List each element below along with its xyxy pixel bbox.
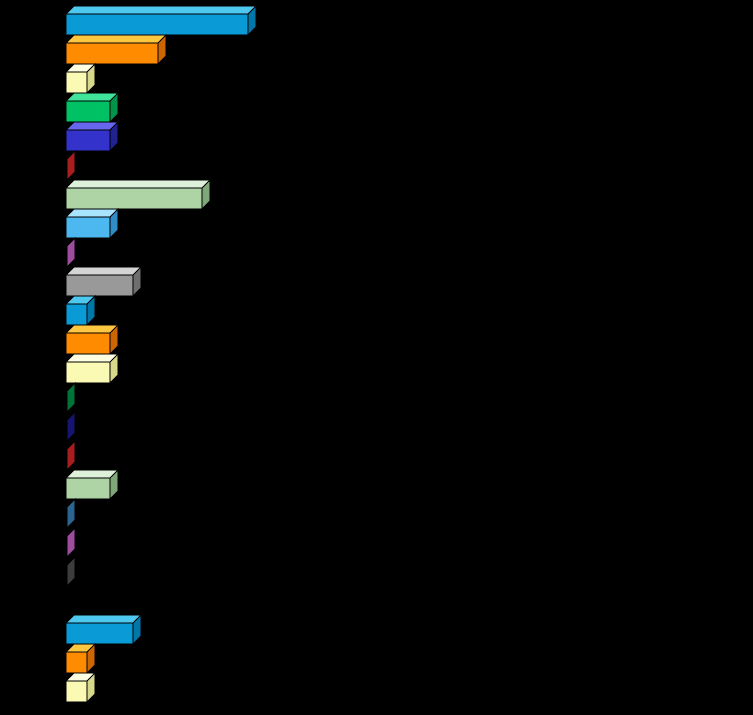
bar-top-face [65,5,257,15]
bar-3d[interactable] [65,92,119,123]
bar-row[interactable]: 141 [65,382,76,413]
bar-front-face [65,303,88,326]
bar-front-face [65,564,68,587]
bar-row[interactable]: 91 [65,237,76,268]
bar-front-face [65,129,111,152]
bar-front-face [65,332,111,355]
bar-front-face [65,651,88,674]
bar-row[interactable]: 444 [65,92,119,123]
bar-front-face [65,448,68,471]
bar-row[interactable]: 2321 [65,643,96,674]
bar-top-face [65,179,211,189]
bar-front-face [65,274,134,297]
bar-front-face [65,158,68,181]
bar-side-face [66,150,76,181]
bar-side-face [66,411,76,442]
bar-row[interactable]: 181 [65,498,76,529]
bar-top-face [65,92,119,102]
bar-row[interactable]: 292 [65,34,167,65]
bar-row[interactable]: 191 [65,527,76,558]
bar-top-face [65,353,119,363]
bar-3d[interactable] [65,411,76,442]
bar-front-face [65,361,111,384]
bar-3d[interactable] [65,295,96,326]
bar-top-face [65,208,119,218]
bar-row[interactable]: 544 [65,121,119,152]
bar-3d[interactable] [65,643,96,674]
bar-front-face [65,419,68,442]
bar-3d[interactable] [65,498,76,529]
bar-3d[interactable] [65,527,76,558]
bar-row[interactable]: 1121 [65,295,96,326]
bar-3d[interactable] [65,179,211,210]
bar-3d[interactable] [65,208,119,239]
bar-3d[interactable] [65,469,119,500]
bar-side-face [66,237,76,268]
bar-3d[interactable] [65,266,142,297]
bar-front-face [65,390,68,413]
bar-row[interactable]: 1744 [65,469,119,500]
bar-row[interactable]: 161 [65,440,76,471]
bar-side-face [66,527,76,558]
bar-row[interactable]: 1182 [65,5,257,36]
bar-row[interactable]: 321 [65,63,96,94]
bar-3d[interactable] [65,5,257,36]
bar-front-face [65,506,68,529]
bar-top-face [65,266,142,276]
bar-top-face [65,469,119,479]
bar-row[interactable]: 844 [65,208,119,239]
bar-row[interactable]: 7136 [65,179,211,210]
bar-3d[interactable] [65,150,76,181]
bar-top-face [65,34,167,44]
bar-front-face [65,622,134,645]
bar-front-face [65,100,111,123]
bar-3d[interactable] [65,34,167,65]
bar-front-face [65,477,111,500]
bar-3d[interactable] [65,614,142,645]
bar-side-face [66,440,76,471]
bar-row[interactable]: 2267 [65,614,142,645]
bar-row[interactable]: 2421 [65,672,96,703]
bar-3d[interactable] [65,672,96,703]
bar-3d[interactable] [65,237,76,268]
bar-top-face [65,614,142,624]
bar-3d[interactable] [65,353,119,384]
bar-front-face [65,680,88,703]
bar-front-face [65,216,111,239]
bar-front-face [65,13,249,36]
bar-row[interactable]: 151 [65,411,76,442]
bar-3d[interactable] [65,556,76,587]
bar-side-face [66,498,76,529]
bar-3d[interactable] [65,382,76,413]
bar-3d[interactable] [65,440,76,471]
bar-top-face [65,121,119,131]
bar-front-face [65,42,159,65]
bar-3d[interactable] [65,63,96,94]
bar-row[interactable]: 201 [65,556,76,587]
bar-3d[interactable] [65,324,119,355]
bar-row[interactable]: 1244 [65,324,119,355]
bar-row[interactable]: 61 [65,150,76,181]
bar-side-face [66,382,76,413]
bar-front-face [65,535,68,558]
bar-row[interactable]: 1067 [65,266,142,297]
bar-front-face [65,71,88,94]
bar-side-face [66,556,76,587]
bar-row[interactable]: 1344 [65,353,119,384]
bar-front-face [65,245,68,268]
bar-3d[interactable] [65,121,119,152]
bar-front-face [65,187,203,210]
bar-top-face [65,324,119,334]
